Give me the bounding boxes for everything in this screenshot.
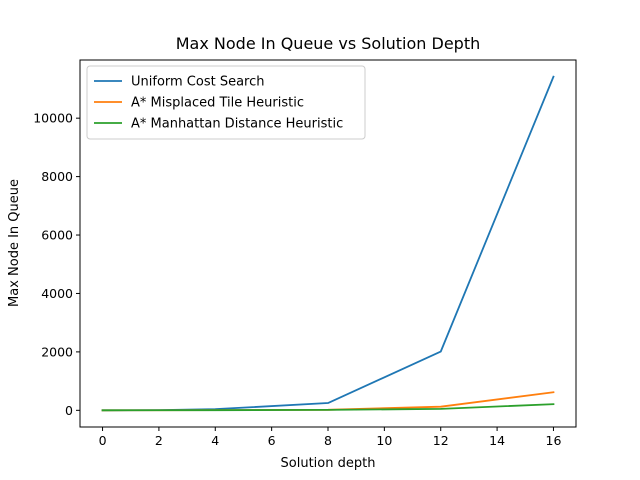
y-tick-label: 6000 [41, 228, 73, 243]
y-tick-label: 4000 [41, 286, 73, 301]
x-tick-label: 8 [324, 433, 332, 448]
legend-label-1: Uniform Cost Search [131, 75, 265, 90]
y-tick-label: 0 [65, 403, 73, 418]
legend-box [86, 65, 366, 140]
x-tick-label: 0 [99, 433, 107, 448]
legend-label-2: A* Misplaced Tile Heuristic [131, 96, 304, 111]
y-tick-label: 8000 [41, 169, 73, 184]
x-axis: 0 2 4 6 8 10 12 14 16 [99, 427, 562, 448]
x-tick-label: 4 [211, 433, 219, 448]
y-tick-label: 2000 [41, 344, 73, 359]
x-tick-label: 16 [546, 433, 562, 448]
x-tick-label: 2 [155, 433, 163, 448]
series-layer [101, 75, 555, 412]
legend: Uniform Cost Search A* Misplaced Tile Heu… [86, 65, 366, 140]
chart-title: Max Node In Queue vs Solution Depth [176, 34, 481, 53]
y-tick-label: 10000 [33, 111, 73, 126]
series-line-3 [101, 403, 555, 412]
x-tick-label: 14 [489, 433, 505, 448]
legend-label-3: A* Manhattan Distance Heuristic [131, 117, 343, 132]
x-tick-label: 6 [268, 433, 276, 448]
y-axis-label: Max Node In Queue [7, 179, 22, 307]
x-axis-label: Solution depth [281, 456, 376, 471]
y-axis: 0 2000 4000 6000 8000 10000 [33, 111, 80, 418]
x-tick-label: 12 [433, 433, 449, 448]
x-tick-label: 10 [376, 433, 392, 448]
